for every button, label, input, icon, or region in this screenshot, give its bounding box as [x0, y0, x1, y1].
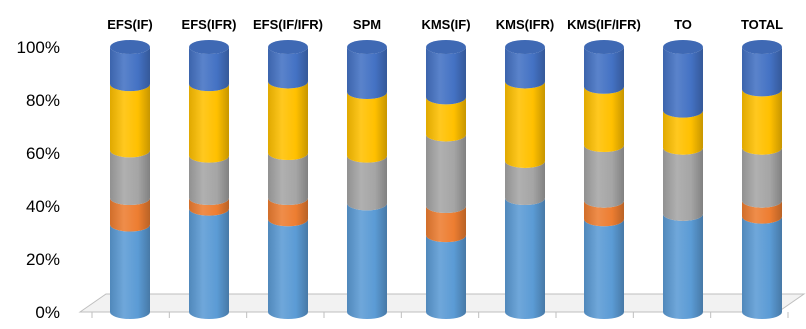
bar-segment	[347, 203, 387, 319]
y-tick-label: 80%	[26, 91, 60, 110]
bar-segment	[584, 200, 624, 227]
bar-segment	[110, 150, 150, 206]
bar-segment	[189, 155, 229, 206]
bar-top-cap	[347, 40, 387, 54]
y-tick-label: 100%	[17, 38, 60, 57]
bar-segment	[426, 134, 466, 213]
bar-segment	[268, 47, 308, 89]
bar-segment	[347, 155, 387, 211]
bar-stack	[189, 40, 229, 319]
bar-top-cap	[189, 40, 229, 54]
bar-segment	[426, 206, 466, 243]
bar-top-cap	[505, 40, 545, 54]
category-labels: EFS(IF) EFS(IFR) EFS(IF/IFR) SPM KMS(IF) KMS(…	[107, 17, 783, 32]
bar-stack	[742, 40, 782, 319]
bar-segment	[505, 160, 545, 206]
bar-segment	[347, 47, 387, 100]
bar-segment	[742, 89, 782, 155]
bar-stack	[268, 40, 308, 319]
bar-stack	[663, 40, 703, 319]
bar-stack	[426, 40, 466, 319]
bar-segment	[110, 198, 150, 232]
bar-segment	[110, 224, 150, 319]
bar-segment	[505, 81, 545, 168]
bar-segment	[189, 84, 229, 163]
y-tick-label: 0%	[35, 303, 60, 322]
bar-top-cap	[584, 40, 624, 54]
bar-segment	[584, 145, 624, 208]
bar-segment	[742, 200, 782, 224]
bar-segment	[268, 219, 308, 319]
bar-segment	[663, 110, 703, 155]
bar-segment	[426, 97, 466, 142]
bar-segment	[426, 235, 466, 319]
category-label: SPM	[353, 17, 381, 32]
bar-segment	[505, 47, 545, 89]
bar-segment	[742, 47, 782, 97]
category-label: TOTAL	[741, 17, 783, 32]
bar-segment	[189, 47, 229, 92]
bar-segment	[663, 47, 703, 118]
bar-stack	[347, 40, 387, 319]
bar-segment	[584, 86, 624, 153]
bar-segment	[110, 47, 150, 92]
bar-segment	[663, 213, 703, 319]
bar-layer	[110, 40, 782, 319]
category-label: TO	[674, 17, 692, 32]
bar-segment	[189, 198, 229, 216]
category-label: EFS(IF)	[107, 17, 153, 32]
bar-segment	[268, 81, 308, 160]
bar-segment	[110, 84, 150, 158]
category-label: EFS(IF/IFR)	[253, 17, 323, 32]
category-label: EFS(IFR)	[182, 17, 237, 32]
bar-segment	[505, 198, 545, 319]
bar-segment	[268, 153, 308, 206]
bar-segment	[584, 219, 624, 319]
bar-stack	[505, 40, 545, 319]
y-axis: 0% 20% 40% 60% 80% 100%	[17, 38, 60, 322]
bar-segment	[742, 216, 782, 319]
y-tick-label: 20%	[26, 250, 60, 269]
category-label: KMS(IF)	[421, 17, 470, 32]
y-tick-label: 40%	[26, 197, 60, 216]
bar-segment	[742, 147, 782, 208]
bar-top-cap	[110, 40, 150, 54]
category-label: KMS(IF/IFR)	[567, 17, 641, 32]
y-tick-label: 60%	[26, 144, 60, 163]
bar-top-cap	[426, 40, 466, 54]
bar-top-cap	[268, 40, 308, 54]
bar-top-cap	[742, 40, 782, 54]
bar-segment	[268, 198, 308, 227]
bar-segment	[663, 147, 703, 221]
bar-segment	[426, 47, 466, 105]
category-label: KMS(IFR)	[496, 17, 555, 32]
bar-segment	[189, 208, 229, 319]
bar-segment	[347, 92, 387, 163]
bar-top-cap	[663, 40, 703, 54]
bar-stack	[584, 40, 624, 319]
bar-stack	[110, 40, 150, 319]
bar-segment	[584, 47, 624, 94]
